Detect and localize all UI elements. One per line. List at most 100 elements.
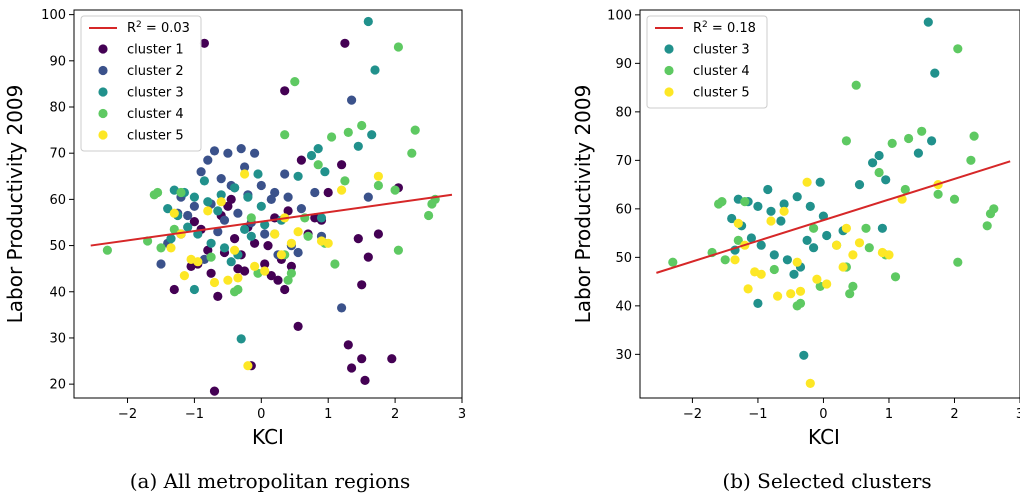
- data-point: [812, 274, 822, 284]
- data-point: [283, 206, 293, 216]
- data-point: [293, 227, 303, 237]
- data-point: [186, 261, 196, 271]
- legend-box: [80, 15, 202, 152]
- x-tick-label: 3: [1016, 407, 1020, 422]
- data-point: [250, 238, 260, 248]
- data-point: [815, 177, 825, 187]
- y-tick-label: 50: [49, 239, 66, 254]
- y-tick-label: 40: [615, 299, 632, 314]
- data-point: [313, 144, 323, 154]
- chart-panel-a: −2 −1 0 1 2 3 20 30 40 50 60 70 80 90 100 KCI Labor Prod…: [3, 8, 466, 493]
- y-tick-label: 20: [49, 378, 66, 393]
- data-point: [250, 148, 260, 158]
- x-tick-label: −1: [748, 407, 767, 422]
- data-point: [246, 231, 256, 241]
- data-point: [845, 289, 855, 299]
- data-point: [330, 259, 340, 269]
- data-point: [854, 180, 865, 190]
- data-point: [253, 169, 263, 179]
- data-point: [989, 204, 999, 214]
- data-point: [293, 247, 303, 258]
- data-point: [353, 141, 363, 151]
- data-point: [209, 146, 220, 156]
- legend-fit-label: R2 = 0.03: [127, 20, 190, 36]
- data-point: [260, 220, 270, 230]
- data-point: [347, 95, 357, 105]
- data-point: [283, 275, 293, 285]
- data-point: [256, 201, 266, 211]
- data-point: [424, 210, 434, 221]
- data-point: [243, 192, 253, 202]
- data-point: [740, 197, 750, 207]
- data-point: [286, 238, 296, 248]
- data-point: [206, 268, 216, 278]
- data-point: [266, 271, 276, 281]
- data-point: [786, 289, 796, 299]
- data-point: [283, 192, 293, 202]
- data-point: [156, 259, 166, 269]
- y-tick-label: 40: [49, 285, 66, 300]
- data-point: [818, 211, 829, 221]
- y-tick-label: 90: [615, 57, 632, 72]
- data-point: [280, 284, 290, 295]
- data-point: [189, 217, 199, 227]
- data-point: [203, 206, 213, 216]
- x-tick-label: 1: [324, 407, 332, 422]
- data-point: [156, 243, 166, 253]
- chart-panel-b: −2 −1 0 1 2 3 30 40 50 60 70 80 90 100 KCI Labor Produc…: [571, 8, 1020, 493]
- data-point: [340, 38, 350, 48]
- data-point: [390, 185, 400, 195]
- data-point: [854, 238, 865, 248]
- regression-line: [90, 193, 453, 247]
- data-point: [838, 262, 848, 272]
- data-point: [822, 279, 832, 289]
- data-point: [216, 197, 226, 207]
- legend-label: cluster 4: [693, 64, 750, 79]
- x-tick-label: 1: [885, 407, 893, 422]
- legend-marker: [98, 130, 108, 140]
- data-point: [290, 77, 300, 87]
- data-point: [877, 223, 888, 233]
- data-point: [809, 243, 819, 253]
- data-point: [163, 204, 173, 214]
- data-point: [373, 229, 383, 239]
- series-cluster-5: [730, 177, 943, 388]
- data-point: [949, 194, 960, 204]
- legend-marker: [98, 87, 108, 97]
- data-point: [166, 234, 176, 244]
- data-point: [343, 127, 353, 137]
- legend-label: cluster 5: [127, 129, 184, 144]
- series-cluster-5: [166, 169, 383, 371]
- data-point: [802, 177, 812, 187]
- data-point: [260, 259, 270, 269]
- data-point: [832, 240, 842, 250]
- y-tick-label: 60: [615, 202, 632, 217]
- data-point: [763, 184, 773, 195]
- legend-label: cluster 1: [127, 43, 184, 58]
- data-point: [874, 150, 884, 161]
- legend-label: cluster 3: [693, 43, 750, 58]
- data-point: [769, 264, 779, 275]
- data-point: [407, 148, 417, 158]
- data-point: [802, 235, 812, 245]
- data-point: [209, 277, 220, 288]
- data-point: [203, 197, 213, 207]
- x-tick-label: −2: [683, 407, 702, 422]
- data-point: [887, 138, 897, 148]
- legend-label: cluster 5: [693, 86, 750, 101]
- data-point: [841, 136, 852, 146]
- data-point: [904, 133, 914, 144]
- data-point: [881, 175, 891, 185]
- data-point: [773, 291, 783, 301]
- data-point: [193, 257, 203, 267]
- data-point: [337, 160, 347, 170]
- series-cluster-3: [163, 16, 380, 344]
- data-point: [969, 131, 979, 141]
- data-point: [795, 286, 806, 296]
- data-point: [219, 243, 230, 253]
- data-point: [848, 281, 858, 291]
- data-point: [240, 169, 250, 179]
- data-point: [213, 227, 223, 237]
- y-tick-label: 60: [49, 193, 66, 208]
- data-point: [776, 216, 786, 226]
